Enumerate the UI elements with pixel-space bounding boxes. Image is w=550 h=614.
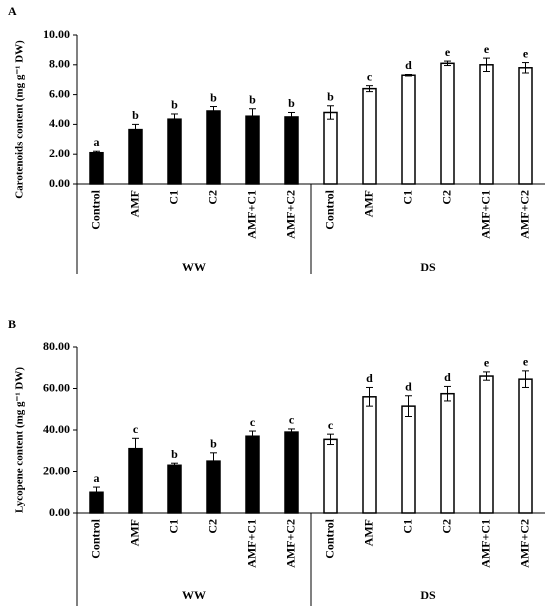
x-tick-label: AMF+C2 bbox=[517, 190, 531, 239]
y-tick-label: 40.00 bbox=[43, 422, 70, 436]
x-tick-label: Control bbox=[88, 189, 102, 229]
y-tick-label: 60.00 bbox=[43, 380, 70, 394]
significance-letter: e bbox=[523, 355, 529, 369]
bar bbox=[401, 74, 416, 185]
significance-letter: d bbox=[405, 380, 412, 394]
x-tick-label: AMF+C2 bbox=[283, 519, 297, 568]
significance-letter: d bbox=[405, 58, 412, 72]
y-tick-label: 0.00 bbox=[49, 176, 70, 190]
y-tick-label: 0.00 bbox=[49, 505, 70, 519]
panel-label: A bbox=[8, 4, 17, 18]
x-tick-label: AMF+C1 bbox=[244, 519, 258, 568]
x-tick-label: C2 bbox=[439, 519, 453, 534]
y-tick-label: 2.00 bbox=[49, 146, 70, 160]
significance-letter: b bbox=[327, 90, 334, 104]
bar bbox=[440, 392, 455, 514]
bar bbox=[167, 118, 182, 185]
significance-letter: d bbox=[366, 371, 373, 385]
bar bbox=[323, 438, 338, 514]
group-label: DS bbox=[420, 588, 436, 602]
bar bbox=[479, 375, 494, 514]
x-tick-label: C2 bbox=[205, 190, 219, 205]
bar bbox=[362, 396, 377, 514]
x-tick-label: C1 bbox=[400, 190, 414, 205]
x-tick-label: C1 bbox=[166, 519, 180, 534]
x-tick-label: C1 bbox=[166, 190, 180, 205]
bar bbox=[284, 431, 299, 514]
y-tick-label: 4.00 bbox=[49, 116, 70, 130]
y-axis-label: Lycopene content (mg g⁻¹ DW) bbox=[14, 367, 26, 513]
significance-letter: b bbox=[171, 447, 178, 461]
x-tick-label: AMF+C1 bbox=[244, 190, 258, 239]
x-tick-label: AMF bbox=[127, 190, 141, 217]
x-tick-label: AMF bbox=[361, 190, 375, 217]
y-tick-label: 6.00 bbox=[49, 86, 70, 100]
bar bbox=[479, 64, 494, 185]
x-tick-label: Control bbox=[322, 518, 336, 558]
significance-letter: b bbox=[132, 108, 139, 122]
bar bbox=[323, 111, 338, 185]
significance-letter: c bbox=[250, 415, 256, 429]
significance-letter: b bbox=[249, 93, 256, 107]
significance-letter: e bbox=[523, 46, 529, 60]
bar bbox=[245, 435, 260, 514]
significance-letter: e bbox=[484, 356, 490, 370]
significance-letter: b bbox=[210, 437, 217, 451]
y-tick-label: 8.00 bbox=[49, 57, 70, 71]
y-tick-label: 20.00 bbox=[43, 463, 70, 477]
x-tick-label: AMF bbox=[361, 519, 375, 546]
bar bbox=[401, 405, 416, 514]
bar bbox=[245, 115, 260, 185]
bar bbox=[440, 62, 455, 185]
x-tick-label: C1 bbox=[400, 519, 414, 534]
bar bbox=[167, 464, 182, 514]
bar bbox=[206, 110, 221, 185]
x-tick-label: AMF bbox=[127, 519, 141, 546]
significance-letter: e bbox=[484, 42, 490, 56]
x-tick-label: AMF+C2 bbox=[517, 519, 531, 568]
significance-letter: b bbox=[288, 96, 295, 110]
significance-letter: a bbox=[94, 471, 100, 485]
significance-letter: c bbox=[133, 422, 139, 436]
group-label: WW bbox=[182, 588, 206, 602]
y-axis-label: Carotenoids content (mg g⁻¹ DW) bbox=[14, 40, 26, 199]
x-tick-label: AMF+C1 bbox=[478, 190, 492, 239]
bar bbox=[89, 151, 104, 185]
y-tick-label: 10.00 bbox=[43, 27, 70, 41]
significance-letter: b bbox=[210, 90, 217, 104]
bar bbox=[128, 128, 143, 185]
x-tick-label: AMF+C1 bbox=[478, 519, 492, 568]
bar bbox=[284, 116, 299, 185]
significance-letter: c bbox=[328, 418, 334, 432]
significance-letter: c bbox=[289, 413, 295, 427]
x-tick-label: Control bbox=[88, 518, 102, 558]
bar bbox=[362, 87, 377, 185]
x-tick-label: Control bbox=[322, 189, 336, 229]
group-label: WW bbox=[182, 260, 206, 274]
x-tick-label: C2 bbox=[205, 519, 219, 534]
x-tick-label: AMF+C2 bbox=[283, 190, 297, 239]
x-tick-label: C2 bbox=[439, 190, 453, 205]
significance-letter: e bbox=[445, 45, 451, 59]
significance-letter: a bbox=[94, 135, 100, 149]
panel-label: B bbox=[8, 317, 16, 331]
bar bbox=[518, 378, 533, 514]
significance-letter: d bbox=[444, 370, 451, 384]
significance-letter: b bbox=[171, 98, 178, 112]
bar bbox=[518, 67, 533, 185]
y-tick-label: 80.00 bbox=[43, 339, 70, 353]
significance-letter: c bbox=[367, 69, 373, 83]
group-label: DS bbox=[420, 260, 436, 274]
